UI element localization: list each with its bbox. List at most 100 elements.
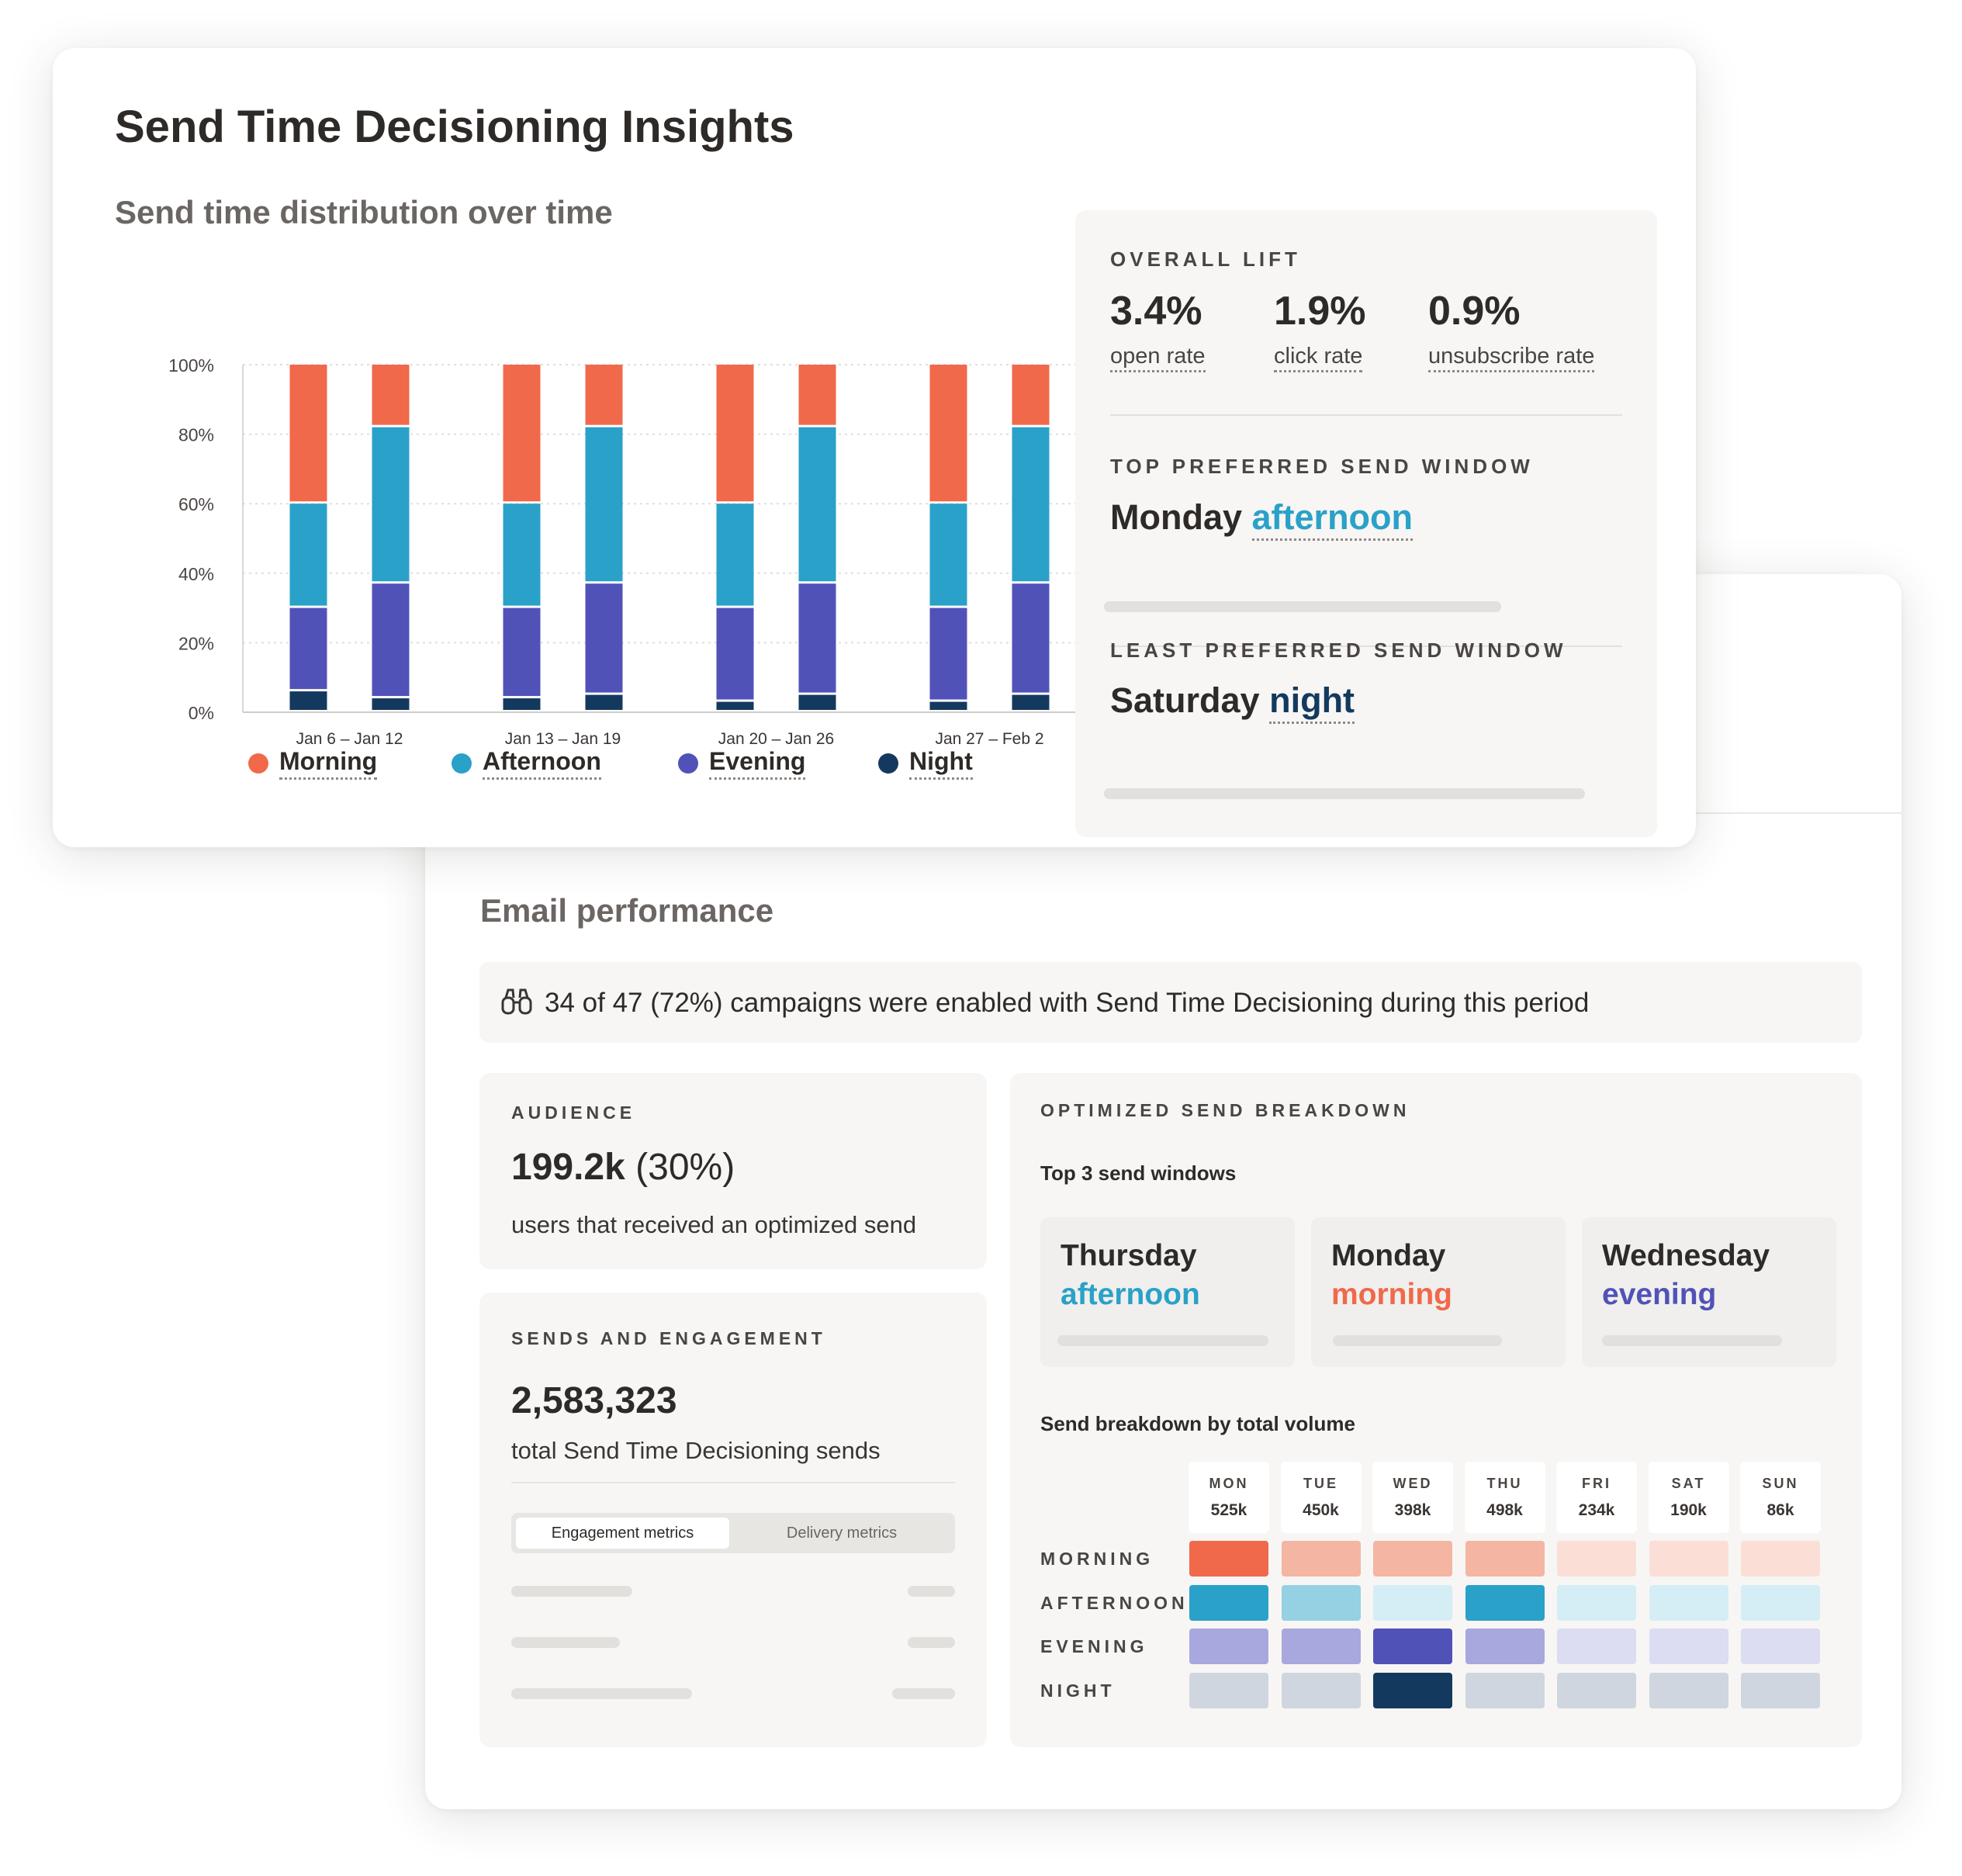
- heatmap-cell[interactable]: [1649, 1584, 1728, 1621]
- heatmap-cell[interactable]: [1741, 1541, 1820, 1577]
- bar-segment-night: [372, 698, 410, 710]
- legend-label: Evening: [709, 747, 806, 780]
- tab-engagement-metrics-label: Engagement metrics: [551, 1525, 694, 1542]
- heatmap-cell[interactable]: [1557, 1672, 1636, 1708]
- legend-item-evening[interactable]: Evening: [678, 747, 806, 780]
- top-window-time[interactable]: afternoon: [1251, 497, 1414, 541]
- skeleton-line: [511, 1586, 632, 1597]
- least-window-time[interactable]: night: [1269, 680, 1355, 724]
- heatmap-day-volume: 190k: [1670, 1501, 1707, 1519]
- bar-segment-afternoon: [503, 504, 541, 606]
- skeleton-line: [1057, 1335, 1268, 1346]
- skeleton-line: [1333, 1335, 1502, 1346]
- bar-segment-afternoon: [585, 427, 623, 582]
- top-window-time: morning: [1331, 1278, 1452, 1311]
- heatmap-cell[interactable]: [1557, 1584, 1636, 1621]
- legend-label: Night: [909, 747, 973, 780]
- y-tick-label: 80%: [178, 425, 214, 445]
- panel-divider: [1110, 646, 1622, 647]
- bar-segment-morning: [929, 365, 967, 502]
- top-window-card-1[interactable]: Thursday afternoon: [1040, 1217, 1295, 1367]
- heatmap-day-volume: 398k: [1394, 1501, 1431, 1519]
- lift-label[interactable]: open rate: [1110, 344, 1206, 372]
- heatmap-cell[interactable]: [1189, 1584, 1268, 1621]
- heatmap-day-label: TUE: [1303, 1476, 1338, 1491]
- metrics-tab-switcher: Engagement metrics Delivery metrics: [511, 1513, 955, 1553]
- bar-segment-night: [929, 701, 967, 710]
- x-tick-label: Jan 6 – Jan 12: [296, 730, 403, 748]
- bar-segment-afternoon: [289, 504, 327, 606]
- heatmap-cell[interactable]: [1189, 1672, 1268, 1708]
- campaign-notice: 34 of 47 (72%) campaigns were enabled wi…: [479, 962, 1862, 1043]
- legend-label: Afternoon: [483, 747, 601, 780]
- heatmap-column-header: SUN 86k: [1740, 1462, 1821, 1533]
- heatmap-cell[interactable]: [1649, 1629, 1728, 1664]
- sends-label: SENDS AND ENGAGEMENT: [511, 1328, 826, 1348]
- heatmap-day-volume: 450k: [1303, 1501, 1339, 1519]
- bar-segment-afternoon: [798, 427, 836, 582]
- campaign-notice-text: 34 of 47 (72%) campaigns were enabled wi…: [545, 988, 1590, 1018]
- heatmap-cell[interactable]: [1465, 1541, 1545, 1577]
- heatmap-column-header: SAT 190k: [1648, 1462, 1729, 1533]
- bar-segment-morning: [716, 365, 754, 502]
- heatmap-cell[interactable]: [1557, 1629, 1636, 1664]
- y-tick-label: 0%: [189, 703, 214, 723]
- audience-panel: AUDIENCE 199.2k (30%) users that receive…: [479, 1073, 987, 1269]
- heatmap-cell[interactable]: [1741, 1672, 1820, 1708]
- legend-item-morning[interactable]: Morning: [248, 747, 378, 780]
- heatmap-cell[interactable]: [1281, 1672, 1361, 1708]
- x-tick-label: Jan 20 – Jan 26: [718, 730, 834, 748]
- heatmap-cell[interactable]: [1281, 1629, 1361, 1664]
- heatmap-cell[interactable]: [1465, 1672, 1545, 1708]
- heatmap-day-volume: 525k: [1210, 1501, 1247, 1519]
- top-window-card-2[interactable]: Monday morning: [1311, 1217, 1566, 1367]
- bar-segment-night: [798, 694, 836, 710]
- tab-delivery-metrics[interactable]: Delivery metrics: [733, 1518, 950, 1549]
- heatmap-cell[interactable]: [1465, 1629, 1545, 1664]
- heatmap-cell[interactable]: [1373, 1584, 1452, 1621]
- y-tick-label: 40%: [178, 564, 214, 584]
- y-tick-label: 60%: [178, 494, 214, 514]
- heatmap-cell[interactable]: [1465, 1584, 1545, 1621]
- heatmap-cell[interactable]: [1189, 1541, 1268, 1577]
- insights-card: Send Time Decisioning Insights Send time…: [53, 48, 1696, 847]
- skeleton-line: [908, 1637, 955, 1648]
- heatmap-cell[interactable]: [1649, 1541, 1728, 1577]
- skeleton-line: [1104, 601, 1501, 612]
- skeleton-line: [511, 1637, 620, 1648]
- insights-title: Send Time Decisioning Insights: [115, 102, 794, 152]
- heatmap-cell[interactable]: [1189, 1629, 1268, 1664]
- bar-segment-morning: [1012, 365, 1050, 425]
- heatmap-cell[interactable]: [1281, 1541, 1361, 1577]
- heatmap-cell[interactable]: [1649, 1672, 1728, 1708]
- heatmap-cell[interactable]: [1741, 1584, 1820, 1621]
- heatmap-cell[interactable]: [1281, 1584, 1361, 1621]
- heatmap-cell[interactable]: [1557, 1541, 1636, 1577]
- legend-item-afternoon[interactable]: Afternoon: [452, 747, 601, 780]
- lift-value: 0.9%: [1428, 289, 1521, 334]
- legend-label: Morning: [279, 747, 378, 780]
- volume-breakdown-label: Send breakdown by total volume: [1040, 1412, 1355, 1435]
- lift-label[interactable]: click rate: [1274, 344, 1363, 372]
- y-tick-label: 100%: [168, 355, 214, 376]
- sends-panel: SENDS AND ENGAGEMENT 2,583,323 total Sen…: [479, 1293, 987, 1747]
- lift-label[interactable]: unsubscribe rate: [1428, 344, 1595, 372]
- sends-description: total Send Time Decisioning sends: [511, 1437, 881, 1464]
- top-window-time: afternoon: [1061, 1278, 1200, 1311]
- top-windows-label: Top 3 send windows: [1040, 1161, 1237, 1185]
- skeleton-line: [908, 1586, 955, 1597]
- lift-value: 3.4%: [1110, 289, 1202, 334]
- heatmap-cell[interactable]: [1373, 1629, 1452, 1664]
- breakdown-label: OPTIMIZED SEND BREAKDOWN: [1040, 1100, 1410, 1120]
- skeleton-line: [511, 1688, 692, 1699]
- send-time-distribution-chart: 100% 80% 60% 40% 20% 0% Jan 6 – Jan 12 Jan 13 –…: [168, 355, 1096, 748]
- top-window-day: Monday: [1331, 1239, 1446, 1272]
- heatmap-cell[interactable]: [1373, 1541, 1452, 1577]
- tab-engagement-metrics[interactable]: Engagement metrics: [516, 1518, 729, 1549]
- bar-segment-morning: [289, 365, 327, 502]
- bar-segment-morning: [798, 365, 836, 425]
- heatmap-cell[interactable]: [1373, 1672, 1452, 1708]
- top-window-card-3[interactable]: Wednesday evening: [1582, 1217, 1836, 1367]
- legend-item-night[interactable]: Night: [878, 747, 973, 780]
- heatmap-cell[interactable]: [1741, 1629, 1820, 1664]
